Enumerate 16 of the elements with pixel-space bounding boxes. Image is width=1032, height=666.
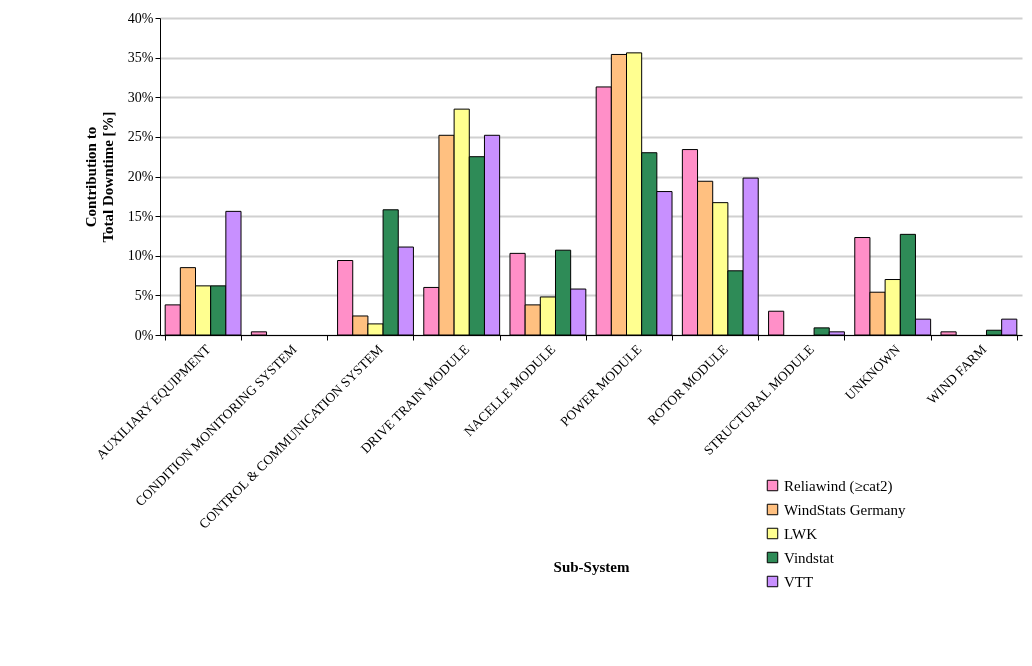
y-tick-label: 30% xyxy=(127,89,154,105)
legend-label: WindStats Germany xyxy=(784,501,906,518)
legend-label: Vindstat xyxy=(784,549,835,566)
y-tick-label: 15% xyxy=(127,208,154,224)
y-tick-label: 10% xyxy=(127,248,154,264)
y-tick-label: 0% xyxy=(134,327,154,343)
x-axis-title: Sub-System xyxy=(553,558,630,575)
legend-label: Reliawind (≥cat2) xyxy=(784,477,893,495)
y-tick-label: 35% xyxy=(127,50,154,66)
y-tick-label: 5% xyxy=(134,287,154,303)
y-tick-label: 40% xyxy=(127,10,154,26)
legend-label: VTT xyxy=(784,573,814,590)
y-tick-label: 25% xyxy=(127,129,154,145)
legend-label: LWK xyxy=(784,525,818,542)
y-axis-title: Contribution to Total Downtime [%] xyxy=(82,111,116,243)
y-tick-label: 20% xyxy=(127,169,154,184)
